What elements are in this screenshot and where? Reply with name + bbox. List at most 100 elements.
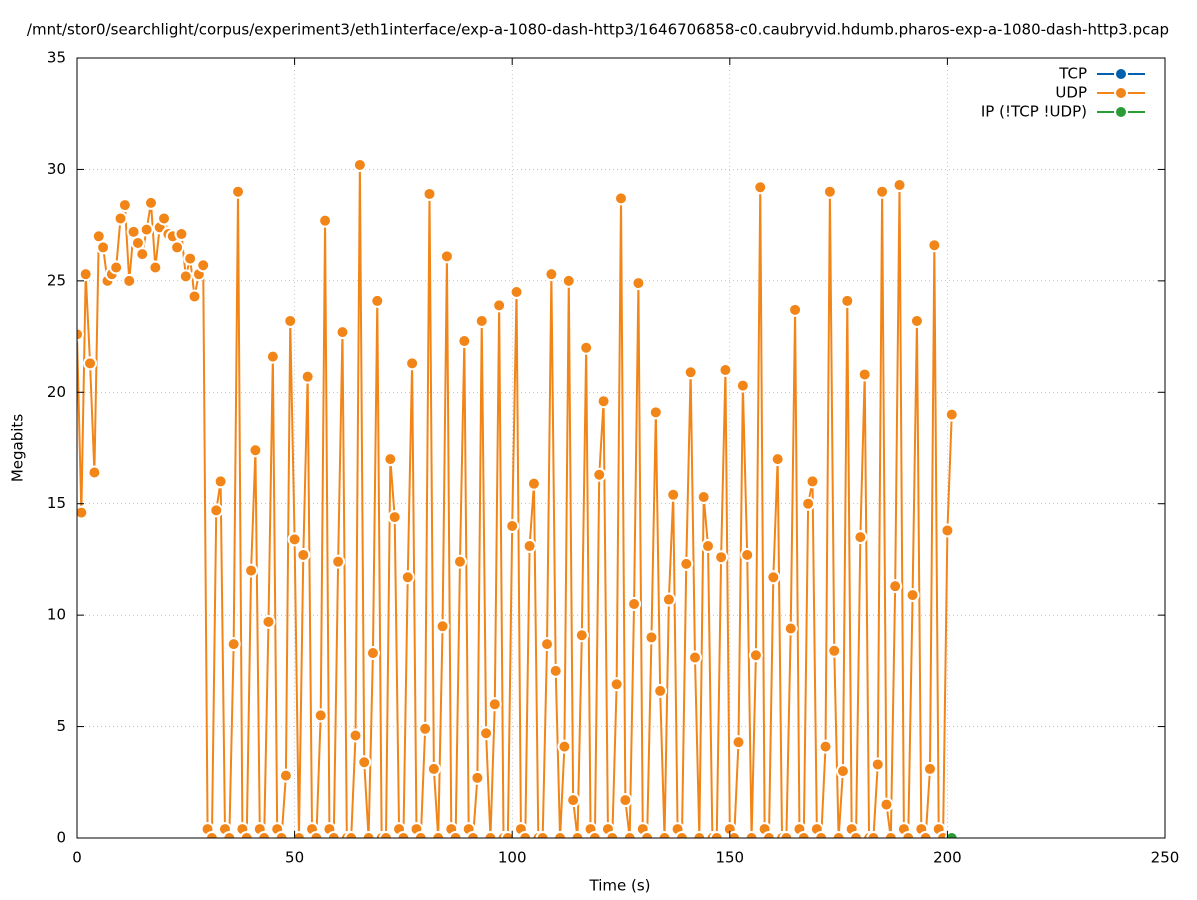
data-point <box>701 539 716 554</box>
data-point <box>866 831 881 838</box>
data-point <box>113 211 128 226</box>
y-tick-label: 10 <box>47 606 66 624</box>
data-point <box>618 793 633 808</box>
x-tick-label: 0 <box>72 849 82 867</box>
data-point <box>879 797 894 812</box>
data-point <box>522 539 537 554</box>
data-point <box>596 394 611 409</box>
data-point <box>840 293 855 308</box>
data-point <box>892 178 907 193</box>
data-point <box>553 831 568 838</box>
data-point <box>718 363 733 377</box>
legend-swatch-point <box>1114 67 1128 81</box>
data-point <box>827 643 842 658</box>
data-point <box>344 831 359 838</box>
data-point <box>143 195 158 210</box>
data-point <box>78 267 93 282</box>
series-line <box>77 164 953 838</box>
data-point <box>183 251 198 266</box>
data-point <box>426 761 441 776</box>
data-point <box>83 356 98 371</box>
data-point <box>452 554 467 569</box>
y-axis-label: Megabits <box>9 414 27 482</box>
data-point <box>87 465 102 480</box>
legend-label: UDP <box>1055 84 1087 102</box>
data-point <box>283 313 298 328</box>
data-point <box>679 556 694 571</box>
data-point <box>535 831 550 838</box>
data-point <box>622 831 637 838</box>
x-tick-label: 250 <box>1151 849 1180 867</box>
data-point <box>927 238 942 253</box>
chart-title: /mnt/stor0/searchlight/corpus/experiment… <box>27 21 1169 39</box>
data-point <box>148 260 163 275</box>
data-point <box>805 474 820 489</box>
data-point <box>187 289 202 304</box>
data-point <box>479 726 494 741</box>
legend-swatch-point <box>1114 86 1128 100</box>
data-point <box>470 770 485 785</box>
y-tick-label: 30 <box>47 160 66 178</box>
data-point <box>661 592 676 607</box>
data-point <box>548 663 563 678</box>
data-point <box>135 247 150 262</box>
data-point <box>831 831 846 838</box>
data-point <box>365 646 380 661</box>
data-point <box>77 327 84 342</box>
data-point <box>740 547 755 562</box>
data-point <box>439 249 454 264</box>
data-point <box>170 240 185 255</box>
data-point <box>853 530 868 545</box>
data-point <box>248 443 263 458</box>
data-point <box>888 579 903 594</box>
data-point <box>265 349 280 364</box>
data-point <box>109 260 124 275</box>
data-point <box>370 293 385 308</box>
data-point <box>222 831 237 838</box>
data-point <box>744 831 759 838</box>
data-point <box>405 356 420 371</box>
data-point <box>592 467 607 482</box>
data-point <box>566 793 581 808</box>
data-point <box>331 554 346 569</box>
data-point <box>396 831 411 838</box>
data-point <box>244 563 259 578</box>
data-point <box>653 683 668 698</box>
data-point <box>335 325 350 340</box>
data-point <box>466 831 481 838</box>
data-point <box>692 831 707 838</box>
data-point <box>561 273 576 288</box>
data-point <box>483 831 498 838</box>
data-point <box>627 597 642 611</box>
data-point <box>944 407 959 422</box>
data-point <box>387 510 402 525</box>
data-point <box>178 269 193 284</box>
data-point <box>753 180 768 195</box>
data-point <box>574 628 589 643</box>
data-point <box>770 452 785 467</box>
data-point <box>857 367 872 382</box>
data-point <box>818 739 833 754</box>
data-point <box>901 831 916 838</box>
data-point <box>383 452 398 467</box>
y-tick-label: 0 <box>56 829 66 847</box>
data-point <box>540 637 555 652</box>
plot-area <box>77 157 959 838</box>
data-point <box>296 547 311 562</box>
data-point <box>174 227 189 242</box>
data-point <box>761 831 776 838</box>
data-point <box>357 755 372 770</box>
data-point <box>779 831 794 838</box>
data-point <box>796 831 811 838</box>
data-point <box>940 523 955 538</box>
data-point <box>709 831 724 838</box>
data-point <box>905 588 920 603</box>
data-point <box>814 831 829 838</box>
y-tick-label: 15 <box>47 494 66 512</box>
data-point <box>313 708 328 723</box>
data-point <box>435 619 450 634</box>
data-point <box>474 313 489 328</box>
legend-label: TCP <box>1058 65 1087 83</box>
data-point <box>835 764 850 779</box>
